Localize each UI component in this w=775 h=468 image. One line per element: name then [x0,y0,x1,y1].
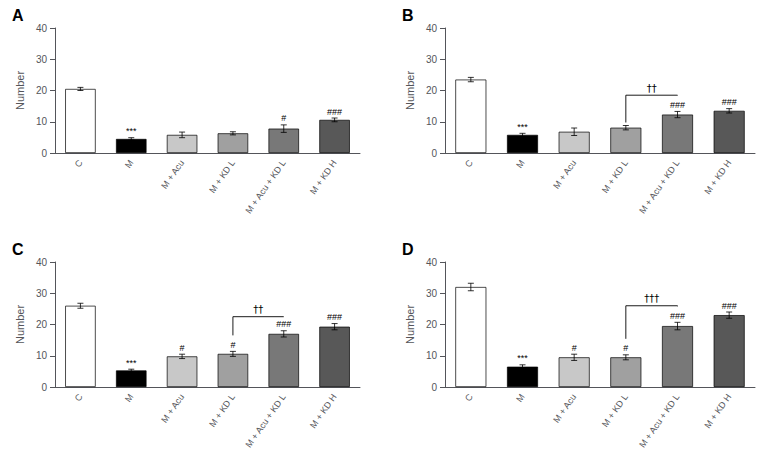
svg-text:30: 30 [426,54,438,65]
svg-text:M + Acu + KD L: M + Acu + KD L [243,392,287,449]
svg-text:M: M [514,392,526,404]
svg-text:Number: Number [404,305,416,344]
svg-text:###: ### [276,319,291,329]
svg-text:Number: Number [404,71,416,110]
svg-text:M + KD L: M + KD L [600,392,630,429]
svg-text:A: A [12,7,24,24]
svg-text:M + Acu + KD L: M + Acu + KD L [243,158,287,215]
svg-text:#: # [180,343,185,353]
svg-text:30: 30 [426,288,438,299]
svg-text:C: C [463,392,475,403]
svg-text:***: *** [126,126,137,136]
svg-text:M + Acu: M + Acu [159,158,186,191]
svg-text:C: C [463,158,475,169]
svg-text:†††: ††† [644,293,659,304]
svg-text:M + Acu + KD L: M + Acu + KD L [637,158,681,215]
svg-text:10: 10 [426,350,438,361]
svg-text:C: C [12,241,24,258]
svg-text:20: 20 [36,85,48,96]
svg-text:20: 20 [36,319,48,330]
svg-text:10: 10 [36,116,48,127]
svg-text:M + Acu + KD L: M + Acu + KD L [637,392,681,449]
svg-text:0: 0 [41,382,47,393]
svg-text:M: M [123,158,135,170]
svg-text:40: 40 [426,23,438,34]
svg-text:M + KD L: M + KD L [207,392,237,429]
svg-text:40: 40 [36,23,48,34]
svg-text:M + KD L: M + KD L [600,158,630,195]
svg-text:Number: Number [14,71,26,110]
svg-text:###: ### [327,312,342,322]
svg-text:0: 0 [431,382,437,393]
svg-text:M + Acu: M + Acu [551,158,578,191]
svg-text:###: ### [722,301,737,311]
svg-text:M + KD L: M + KD L [207,158,237,195]
svg-text:#: # [281,113,286,123]
svg-text:0: 0 [41,148,47,159]
svg-text:B: B [402,7,414,24]
svg-text:###: ### [722,97,737,107]
svg-text:40: 40 [426,257,438,268]
svg-text:40: 40 [36,257,48,268]
svg-text:M: M [514,158,526,170]
svg-text:###: ### [670,100,685,110]
svg-text:M + KD H: M + KD H [308,392,339,430]
svg-text:20: 20 [426,85,438,96]
svg-text:M + KD H: M + KD H [308,158,339,196]
svg-text:D: D [402,241,414,258]
svg-text:M + KD H: M + KD H [703,392,734,430]
svg-text:#: # [572,343,577,353]
svg-text:20: 20 [426,319,438,330]
svg-text:***: *** [517,122,528,132]
svg-text:M: M [123,392,135,404]
svg-text:10: 10 [36,350,48,361]
svg-text:M + KD H: M + KD H [703,158,734,196]
svg-text:#: # [230,340,235,350]
svg-text:#: # [623,343,628,353]
svg-text:M + Acu: M + Acu [159,392,186,425]
svg-text:***: *** [517,353,528,363]
svg-text:30: 30 [36,288,48,299]
svg-text:C: C [73,158,85,169]
svg-text:††: †† [253,304,263,315]
svg-text:††: †† [647,83,657,94]
svg-text:###: ### [670,311,685,321]
svg-text:0: 0 [431,148,437,159]
svg-text:Number: Number [14,305,26,344]
svg-text:C: C [73,392,85,403]
svg-text:10: 10 [426,116,438,127]
svg-text:###: ### [327,107,342,117]
svg-text:30: 30 [36,54,48,65]
svg-text:M + Acu: M + Acu [551,392,578,425]
svg-text:***: *** [126,358,137,368]
